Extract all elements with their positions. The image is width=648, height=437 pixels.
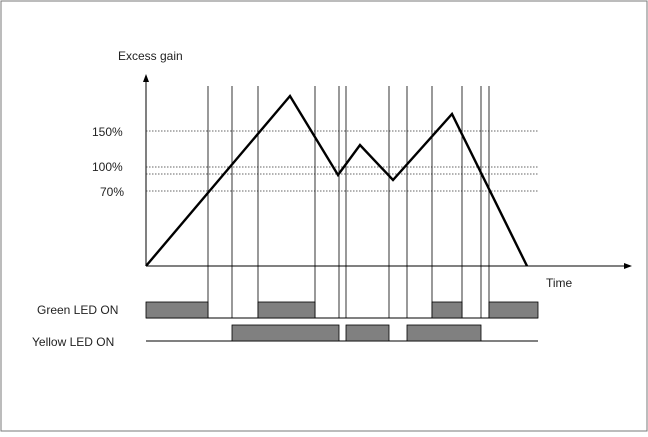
yellow-led-bars — [231, 324, 482, 342]
x-axis-arrow-icon — [624, 263, 632, 269]
green-led-bar — [257, 301, 316, 319]
yellow-led-bar — [406, 324, 482, 342]
x-axis-label: Time — [546, 276, 573, 290]
green-led-bar — [488, 301, 539, 319]
y-axis-label: Excess gain — [118, 49, 183, 63]
threshold-label-150: 150% — [92, 125, 123, 139]
transition-lines — [207, 86, 490, 318]
threshold-label-100: 100% — [92, 160, 123, 174]
green-led-bars — [145, 301, 539, 319]
yellow-led-bar — [345, 324, 390, 342]
threshold-label-70: 70% — [100, 185, 124, 199]
excess-gain-curve — [145, 93, 529, 267]
yellow-led-bar — [231, 324, 340, 342]
yellow-led-label: Yellow LED ON — [32, 335, 114, 349]
green-led-bar — [145, 301, 209, 319]
green-led-bar — [431, 301, 463, 319]
green-led-label: Green LED ON — [37, 303, 118, 317]
y-axis-arrow-icon — [143, 74, 149, 82]
